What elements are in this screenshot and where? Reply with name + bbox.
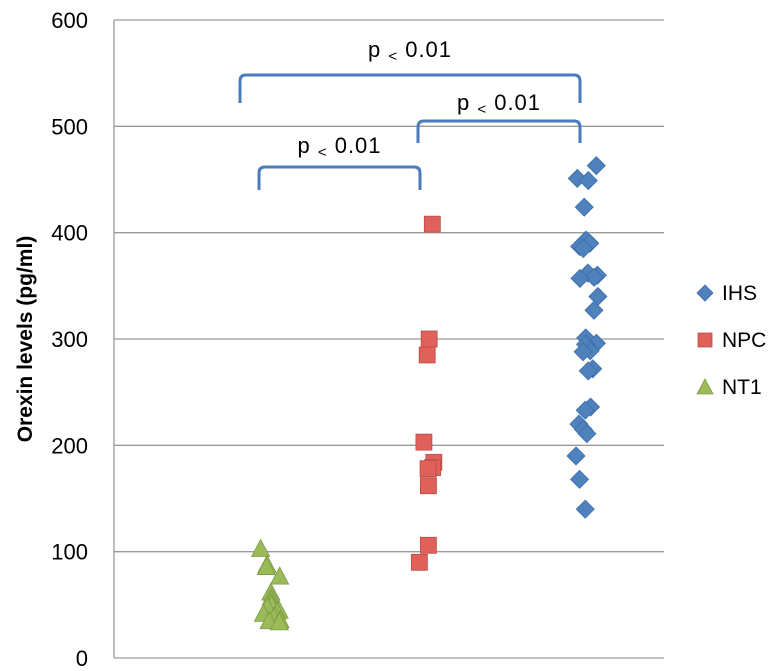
y-tick-label: 200: [51, 433, 88, 458]
significance-bracket: [238, 73, 582, 103]
significance-brackets: p < 0.01p < 0.01p < 0.01: [238, 37, 582, 190]
legend-marker-nt1: [696, 378, 714, 395]
data-point-ihs: [573, 342, 593, 362]
significance-bracket: [416, 119, 582, 143]
data-point-nt1: [270, 566, 290, 585]
legend: IHS NPC NT1: [696, 282, 766, 399]
y-tick-label: 600: [51, 8, 88, 33]
data-point-ihs: [566, 446, 586, 466]
data-point-ihs: [570, 268, 590, 288]
data-point-ihs: [575, 499, 595, 519]
data-point-ihs: [588, 286, 608, 307]
data-point-ihs: [577, 424, 597, 444]
y-tick-label: 0: [76, 646, 88, 671]
data-point-npc: [423, 215, 441, 233]
y-tick-label: 400: [51, 221, 88, 246]
data-point-npc: [410, 553, 428, 571]
legend-marker-ihs: [696, 284, 714, 302]
gridlines: [114, 19, 664, 659]
data-point-ihs: [584, 267, 604, 287]
data-point-nt1: [269, 611, 290, 631]
y-axis-ticks: 0 100 200 300 400 500 600: [51, 8, 88, 671]
significance-bracket: [257, 165, 422, 190]
data-point-ihs: [578, 361, 598, 381]
data-point-ihs: [574, 197, 594, 217]
data-point-npc: [415, 433, 433, 451]
legend-marker-npc: [697, 332, 713, 348]
data-point-ihs: [584, 300, 604, 320]
significance-label: p < 0.01: [368, 37, 452, 65]
data-point-ihs: [567, 168, 587, 189]
y-axis-label: Orexin levels (pg/ml): [14, 236, 37, 443]
data-point-nt1: [250, 538, 271, 557]
legend-label-nt1: NT1: [722, 376, 762, 399]
y-tick-label: 500: [51, 114, 88, 139]
data-points: [250, 156, 608, 631]
data-point-ihs: [578, 170, 598, 191]
y-tick-label: 100: [51, 540, 88, 565]
legend-label-npc: NPC: [722, 329, 766, 352]
y-tick-label: 300: [51, 327, 88, 352]
data-point-ihs: [586, 156, 606, 176]
data-point-ihs: [569, 469, 590, 489]
data-point-npc: [419, 536, 437, 554]
data-point-ihs: [573, 239, 593, 259]
significance-label: p < 0.01: [297, 133, 381, 161]
significance-label: p < 0.01: [457, 90, 541, 118]
data-point-npc: [420, 330, 438, 348]
legend-label-ihs: IHS: [722, 282, 757, 305]
data-point-nt1: [256, 556, 277, 575]
data-point-ihs: [575, 400, 595, 420]
data-point-npc: [419, 460, 437, 478]
data-point-npc: [420, 477, 437, 495]
data-point-npc: [418, 346, 436, 364]
